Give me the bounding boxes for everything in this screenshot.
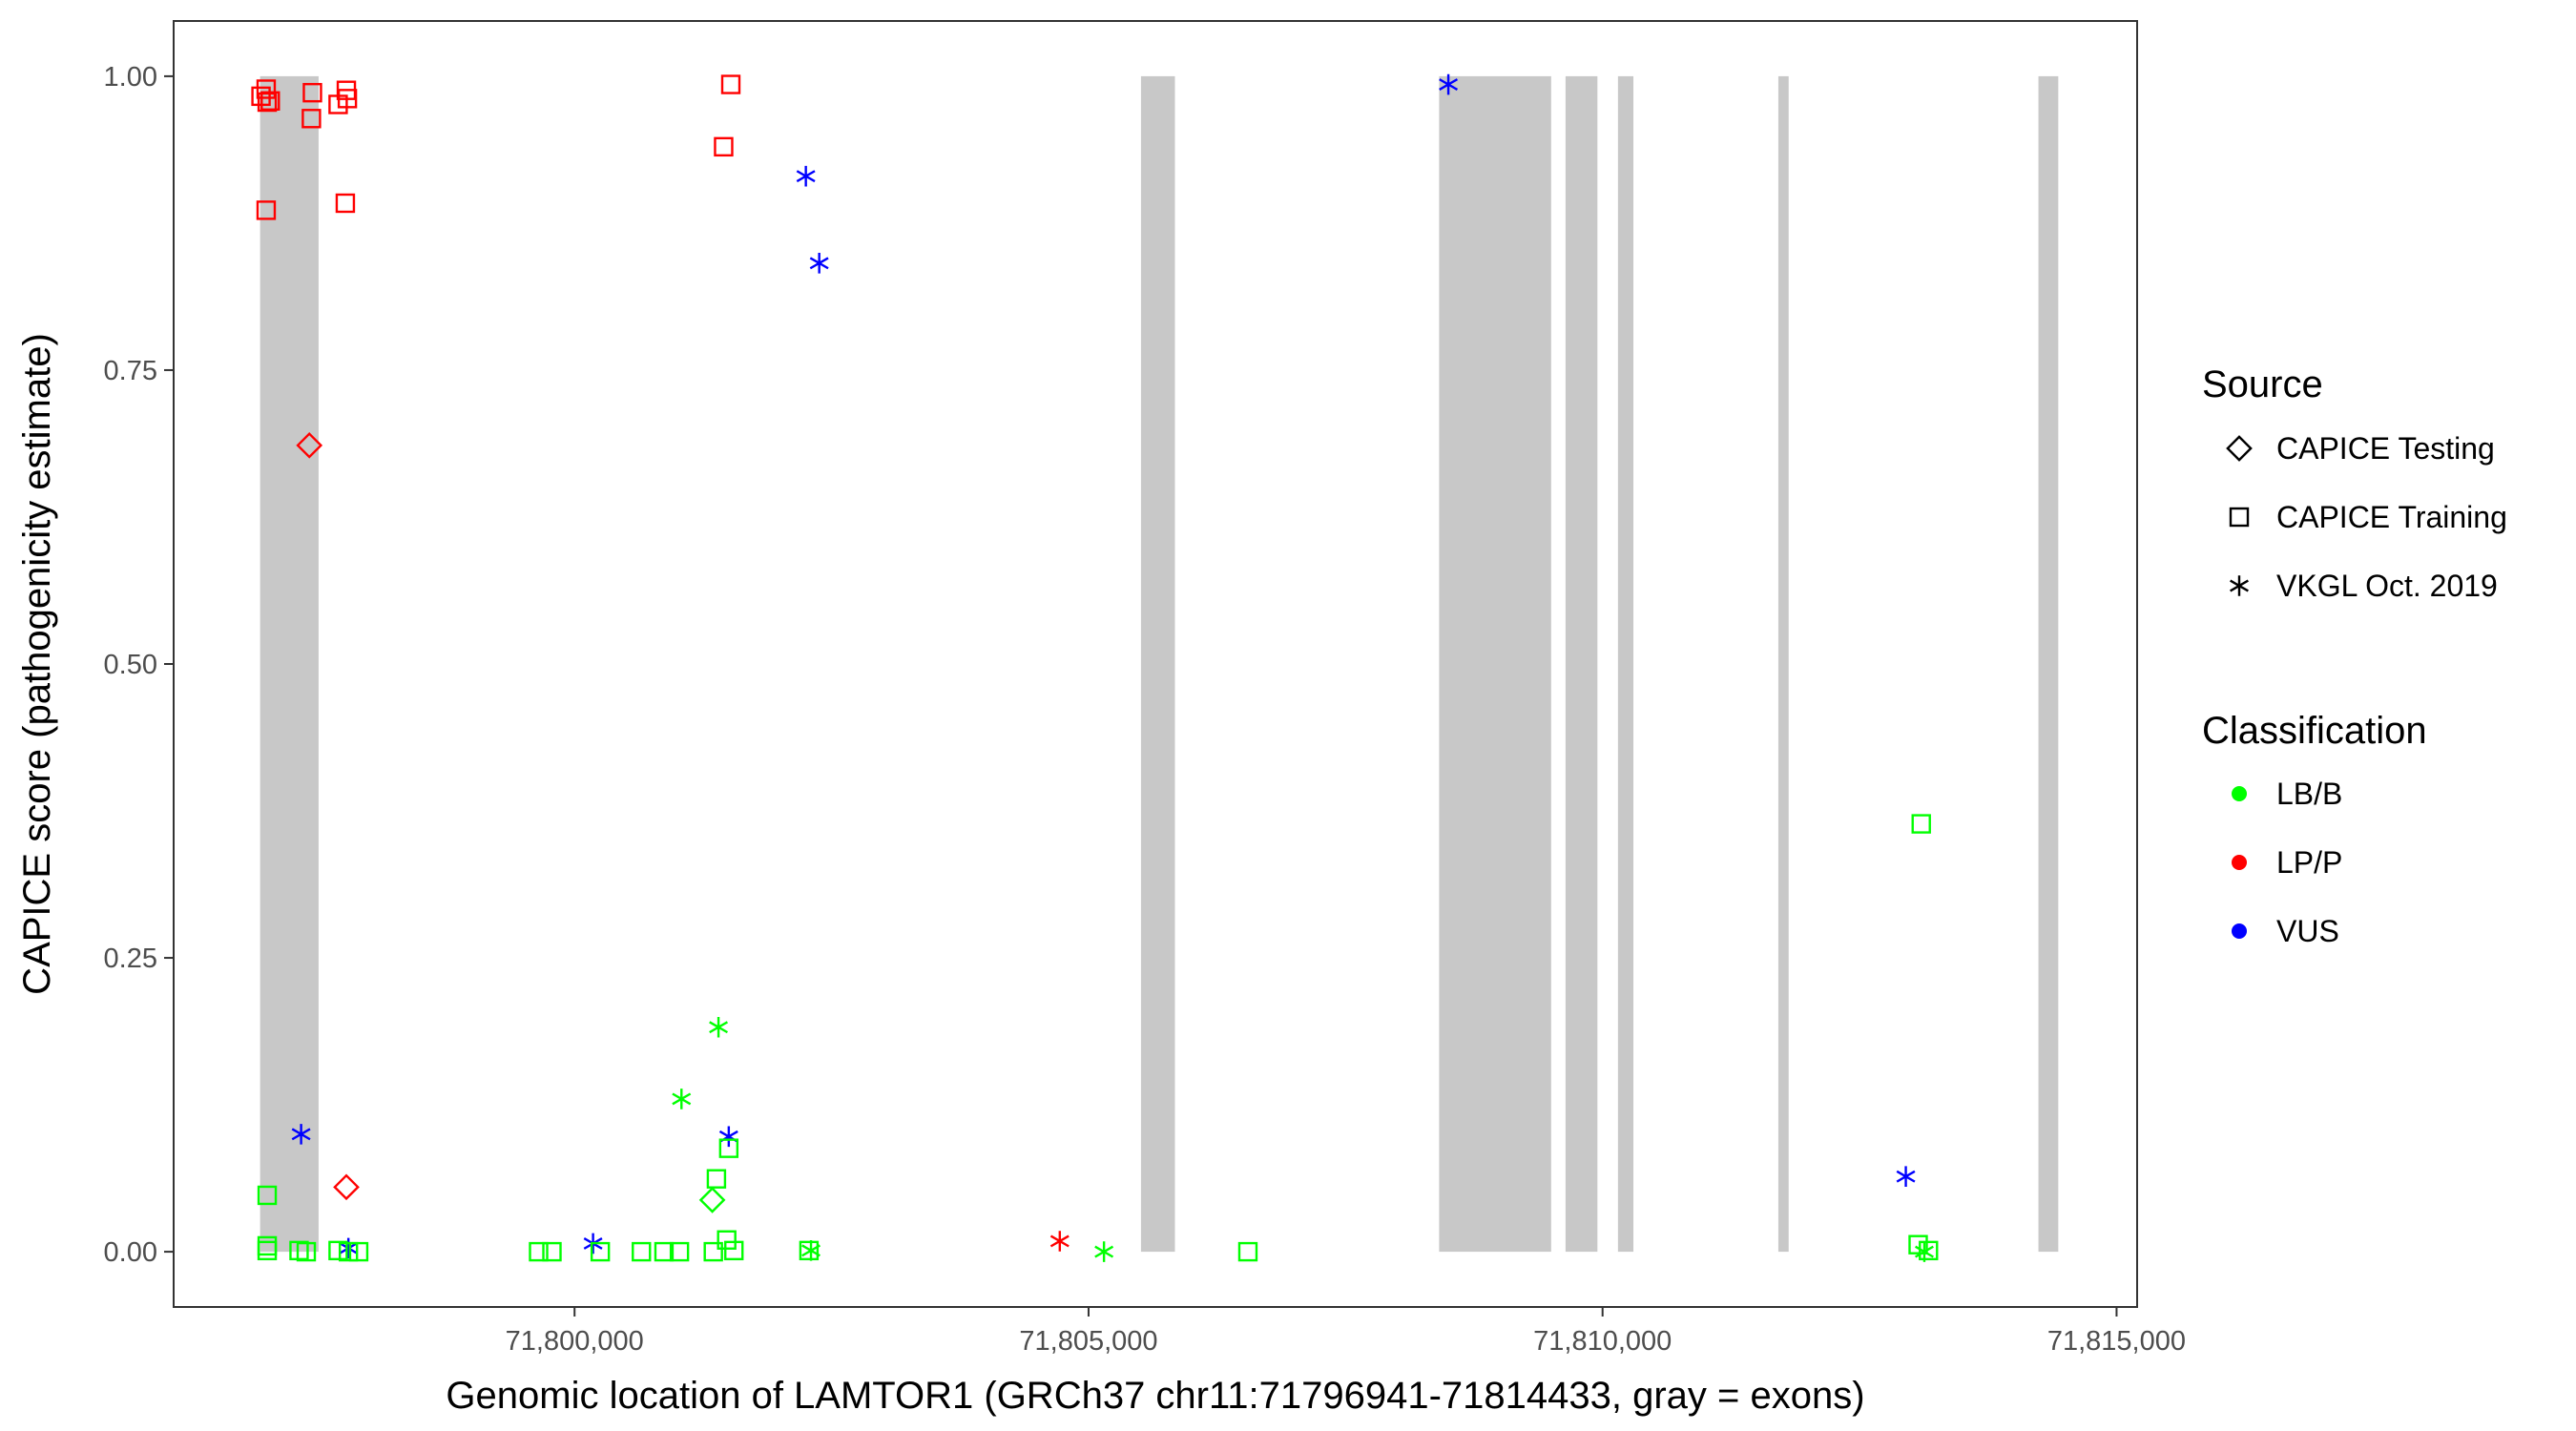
legend-key-dot xyxy=(2232,923,2247,939)
legend-label-source: CAPICE Testing xyxy=(2276,431,2495,466)
legend-key-diamond xyxy=(2226,435,2253,462)
legend-key-asterisk xyxy=(2230,575,2249,596)
x-axis: 71,800,000 71,805,000 71,810,000 71,815,000 xyxy=(506,1307,2186,1357)
data-point xyxy=(339,1237,359,1259)
data-point xyxy=(709,1016,729,1038)
data-point xyxy=(257,1240,278,1261)
x-axis-title: Genomic location of LAMTOR1 (GRCh37 chr1… xyxy=(446,1375,1864,1417)
data-point xyxy=(717,1230,737,1250)
data-point xyxy=(1896,1166,1916,1188)
legend-label-source: CAPICE Training xyxy=(2276,500,2507,534)
data-point xyxy=(1919,1240,1939,1261)
data-point xyxy=(256,79,277,99)
data-point xyxy=(256,200,277,220)
exon-band-6 xyxy=(1777,75,1789,1253)
y-tick-label: 0.00 xyxy=(104,1237,157,1268)
data-point xyxy=(1908,1234,1928,1255)
data-point xyxy=(302,82,322,103)
data-point xyxy=(328,1240,348,1261)
y-axis: 0.00 0.25 0.50 0.75 1.00 xyxy=(104,62,174,1268)
exon-band-3 xyxy=(1439,75,1551,1253)
y-tick-label: 0.25 xyxy=(104,944,157,974)
data-point xyxy=(333,1173,360,1201)
data-point xyxy=(632,1241,652,1262)
data-point xyxy=(809,253,829,274)
data-point xyxy=(291,1124,311,1145)
data-point xyxy=(335,193,356,214)
data-point xyxy=(1911,814,1931,834)
data-point xyxy=(338,1241,359,1262)
data-point xyxy=(796,165,816,187)
data-point xyxy=(654,1241,675,1262)
exon-band-1 xyxy=(260,75,319,1253)
data-point xyxy=(590,1241,611,1262)
exon-bands xyxy=(260,75,2059,1253)
data-point xyxy=(1094,1241,1114,1262)
legend-label-classification: VUS xyxy=(2276,914,2339,948)
data-point xyxy=(703,1241,723,1262)
x-tick-label: 71,810,000 xyxy=(1533,1326,1672,1357)
data-point xyxy=(672,1089,692,1110)
data-point xyxy=(542,1241,562,1262)
data-point xyxy=(718,1138,739,1158)
y-axis-title: CAPICE score (pathogenicity estimate) xyxy=(16,333,58,995)
data-point xyxy=(799,1240,820,1261)
data-points xyxy=(251,73,1939,1262)
y-tick-label: 0.50 xyxy=(104,650,157,680)
exon-band-4 xyxy=(1565,75,1598,1253)
x-tick-label: 71,800,000 xyxy=(506,1326,644,1357)
data-point xyxy=(720,74,741,94)
y-tick-label: 1.00 xyxy=(104,62,157,93)
data-point xyxy=(257,1185,278,1206)
exon-band-5 xyxy=(1617,75,1634,1253)
data-point xyxy=(296,1241,317,1262)
data-point xyxy=(1049,1231,1070,1252)
x-tick-label: 71,805,000 xyxy=(1019,1326,1157,1357)
data-point xyxy=(706,1169,727,1189)
x-tick-label: 71,815,000 xyxy=(2047,1326,2186,1357)
data-point xyxy=(698,1187,726,1213)
data-point xyxy=(669,1241,690,1262)
exon-band-2 xyxy=(1140,75,1175,1253)
data-point xyxy=(296,431,323,459)
legend-label-classification: LB/B xyxy=(2276,777,2342,811)
legend-key-square xyxy=(2229,507,2250,528)
legend: Source Classification CAPICE Testing CAPI… xyxy=(2202,363,2507,948)
data-point xyxy=(724,1240,744,1261)
exon-band-7 xyxy=(2038,75,2059,1253)
legend-title-source: Source xyxy=(2202,363,2323,405)
data-point xyxy=(337,89,358,109)
data-point xyxy=(1439,73,1459,95)
data-point xyxy=(348,1241,369,1262)
data-point xyxy=(1237,1241,1258,1262)
legend-key-dot xyxy=(2232,786,2247,801)
data-point xyxy=(529,1241,549,1262)
data-point xyxy=(289,1240,309,1261)
data-point xyxy=(260,91,280,111)
data-point xyxy=(257,92,278,113)
legend-label-source: VKGL Oct. 2019 xyxy=(2276,569,2498,603)
legend-label-classification: LP/P xyxy=(2276,845,2342,880)
legend-title-classification: Classification xyxy=(2202,710,2427,752)
data-point xyxy=(301,109,322,129)
data-point xyxy=(714,136,734,157)
legend-key-dot xyxy=(2232,855,2247,870)
y-tick-label: 0.75 xyxy=(104,356,157,386)
